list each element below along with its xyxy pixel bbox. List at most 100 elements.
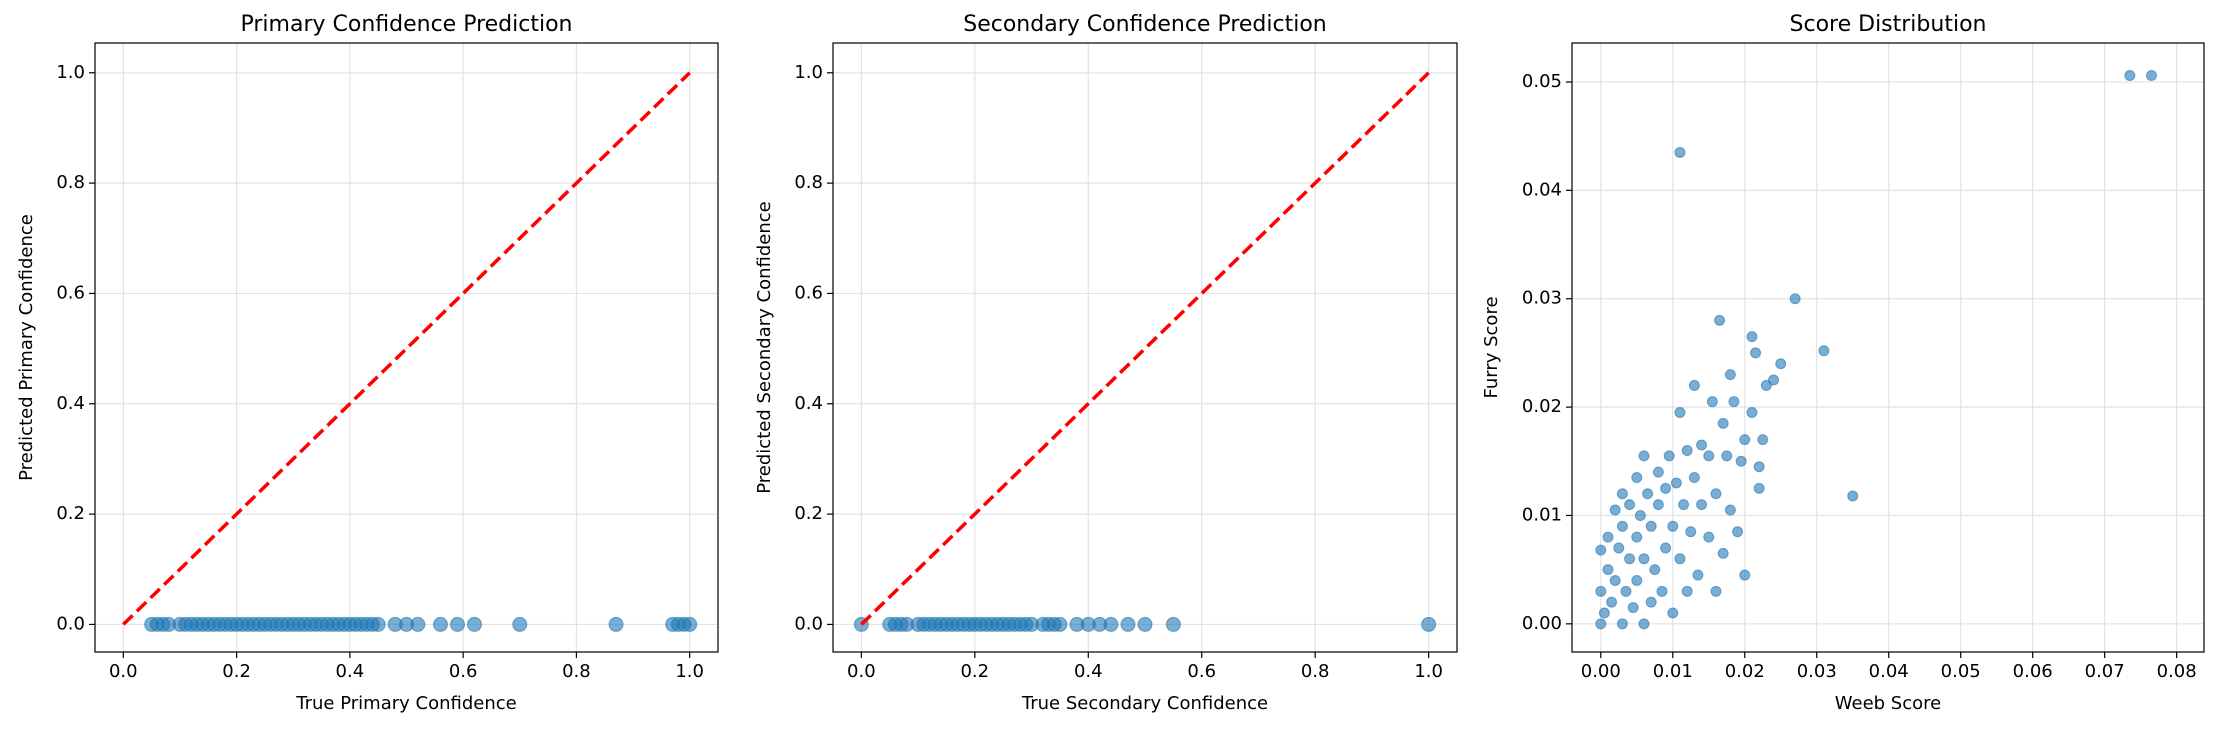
- x-axis-label: True Primary Confidence: [295, 693, 516, 714]
- point: [1616, 488, 1628, 500]
- point: [1735, 455, 1747, 467]
- y-tick-label: 0.00: [1522, 613, 1562, 634]
- x-tick-label: 0.6: [449, 661, 478, 682]
- point: [1724, 504, 1736, 516]
- point: [682, 616, 698, 632]
- point: [2145, 70, 2157, 82]
- point: [1616, 520, 1628, 532]
- point: [1620, 585, 1632, 597]
- point: [1768, 374, 1780, 386]
- point: [512, 616, 528, 632]
- point: [1696, 499, 1708, 511]
- point: [1714, 314, 1726, 326]
- point: [1739, 434, 1751, 446]
- point: [1717, 547, 1729, 559]
- point: [1638, 618, 1650, 630]
- point: [1645, 520, 1657, 532]
- point: [1660, 482, 1672, 494]
- point: [1710, 488, 1722, 500]
- x-tick-label: 0.8: [562, 661, 591, 682]
- point: [449, 616, 465, 632]
- point: [1606, 596, 1618, 608]
- y-tick-label: 0.4: [794, 393, 823, 414]
- point: [1660, 542, 1672, 554]
- x-tick-label: 0.2: [222, 661, 251, 682]
- point: [1634, 509, 1646, 521]
- y-tick-label: 0.8: [794, 172, 823, 193]
- y-tick-label: 0.4: [56, 393, 85, 414]
- point: [1674, 553, 1686, 565]
- point: [1595, 618, 1607, 630]
- point: [1710, 585, 1722, 597]
- chart-title: Score Distribution: [1790, 12, 1987, 37]
- point: [1631, 472, 1643, 484]
- point: [1688, 379, 1700, 391]
- point: [1616, 618, 1628, 630]
- point: [1052, 616, 1068, 632]
- x-tick-label: 1.0: [1414, 661, 1443, 682]
- point: [1613, 542, 1625, 554]
- x-tick-label: 0.8: [1301, 661, 1330, 682]
- x-tick-label: 0.02: [1725, 661, 1765, 682]
- x-tick-label: 0.0: [109, 661, 138, 682]
- x-tick-label: 0.01: [1653, 661, 1693, 682]
- point: [1652, 466, 1664, 478]
- point: [1652, 499, 1664, 511]
- point: [1696, 439, 1708, 451]
- point: [1678, 499, 1690, 511]
- point: [1703, 450, 1715, 462]
- point: [466, 616, 482, 632]
- chart-title: Primary Confidence Prediction: [241, 12, 573, 37]
- point: [1609, 504, 1621, 516]
- x-tick-label: 0.4: [336, 661, 365, 682]
- reference-line: [860, 71, 1430, 626]
- point: [1728, 396, 1740, 408]
- y-tick-label: 0.05: [1522, 71, 1562, 92]
- point: [1667, 520, 1679, 532]
- point: [1631, 531, 1643, 543]
- chart-title: Secondary Confidence Prediction: [963, 12, 1326, 37]
- point: [1638, 553, 1650, 565]
- y-tick-label: 0.01: [1522, 504, 1562, 525]
- y-tick-label: 0.04: [1522, 179, 1562, 200]
- point: [1847, 490, 1859, 502]
- point: [1732, 526, 1744, 538]
- point: [1746, 407, 1758, 419]
- x-tick-label: 0.00: [1581, 661, 1621, 682]
- point: [1688, 472, 1700, 484]
- x-tick-label: 0.6: [1187, 661, 1216, 682]
- point: [1595, 544, 1607, 556]
- y-tick-label: 0.02: [1522, 396, 1562, 417]
- point: [1685, 526, 1697, 538]
- x-tick-label: 0.05: [1941, 661, 1981, 682]
- reference-line: [122, 71, 691, 626]
- point: [1681, 444, 1693, 456]
- y-tick-label: 0.0: [56, 613, 85, 634]
- point: [432, 616, 448, 632]
- x-tick-label: 0.06: [2013, 661, 2053, 682]
- point: [1775, 358, 1787, 370]
- x-tick-label: 0.04: [1869, 661, 1909, 682]
- y-axis-label: Furry Score: [1481, 296, 1502, 398]
- point: [410, 616, 426, 632]
- y-axis-label: Predicted Secondary Confidence: [754, 201, 775, 493]
- y-tick-label: 0.2: [56, 503, 85, 524]
- point: [1670, 477, 1682, 489]
- y-tick-label: 0.8: [56, 172, 85, 193]
- point: [1609, 574, 1621, 586]
- point: [1627, 602, 1639, 614]
- y-axis-label: Predicted Primary Confidence: [16, 214, 37, 481]
- point: [1137, 616, 1153, 632]
- point: [370, 616, 386, 632]
- point: [1681, 585, 1693, 597]
- point: [1656, 585, 1668, 597]
- x-tick-label: 0.4: [1074, 661, 1103, 682]
- point: [1631, 574, 1643, 586]
- point: [608, 616, 624, 632]
- point: [1667, 607, 1679, 619]
- point: [1750, 347, 1762, 359]
- axes-frame: [832, 42, 1458, 653]
- point: [1692, 569, 1704, 581]
- point: [1789, 293, 1801, 305]
